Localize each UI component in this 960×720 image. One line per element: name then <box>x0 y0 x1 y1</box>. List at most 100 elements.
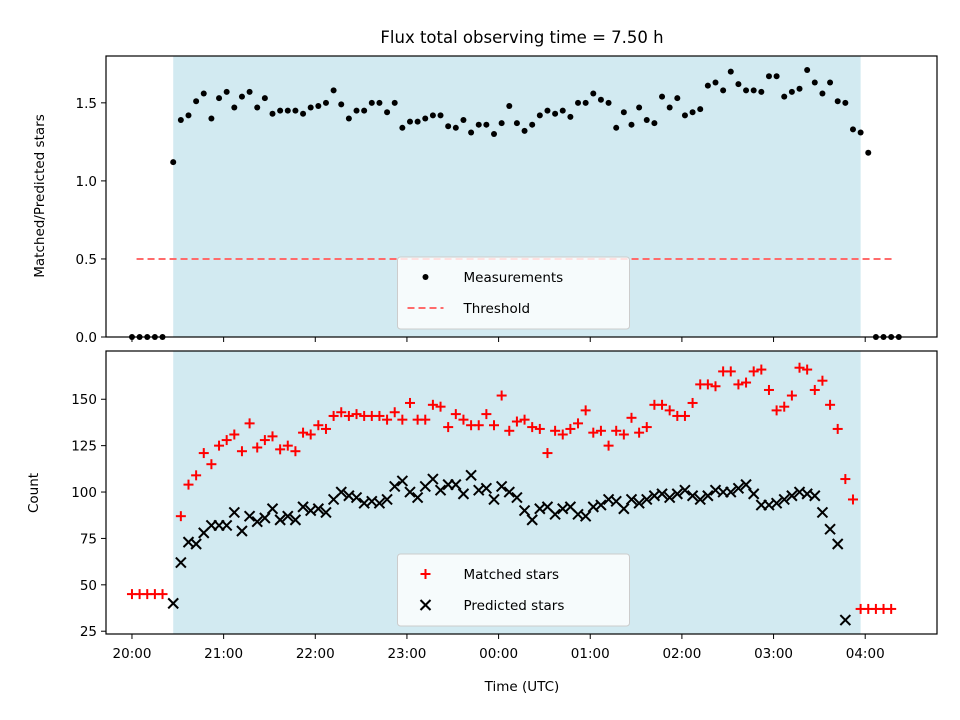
predicted-star-point <box>511 491 523 504</box>
measurement-point <box>567 113 574 120</box>
matched-star-point <box>290 446 301 457</box>
matched-star-point <box>420 414 431 425</box>
predicted-star-point <box>778 493 790 506</box>
predicted-star-point <box>495 480 508 493</box>
matched-star-point <box>573 418 584 429</box>
chart-title: Flux total observing time = 7.50 h <box>380 28 663 47</box>
predicted-star-point <box>686 490 699 502</box>
predicted-star-point <box>641 493 653 506</box>
measurement-point <box>406 118 413 125</box>
matched-star-point <box>748 366 759 377</box>
predicted-star-point <box>373 497 386 509</box>
measurement-point <box>689 109 696 116</box>
matched-star-point <box>282 440 293 451</box>
measurement-point <box>391 99 398 106</box>
y-tick-label: 25 <box>80 624 97 640</box>
measurement-point <box>743 87 750 94</box>
x-tick-label: 04:00 <box>846 646 885 662</box>
measurement-point <box>605 99 612 106</box>
predicted-star-point <box>389 480 401 493</box>
matched-star-point <box>298 427 309 438</box>
x-tick-label: 00:00 <box>479 646 518 662</box>
predicted-star-point <box>747 488 760 500</box>
matched-star-point <box>634 427 645 438</box>
predicted-star-point <box>251 516 263 528</box>
predicted-star-point <box>411 491 424 504</box>
measurement-point <box>460 117 467 124</box>
legend: Measurements Threshold <box>397 256 630 330</box>
matched-star-point <box>427 399 438 410</box>
matched-star-point <box>626 412 637 423</box>
matched-star-point <box>595 425 606 436</box>
predicted-star-point <box>190 538 202 550</box>
predicted-star-point <box>404 486 416 498</box>
matched-star-point <box>618 429 629 440</box>
matched-star-point <box>191 470 202 481</box>
measurement-point <box>330 87 337 94</box>
legend: Matched stars Predicted stars <box>397 553 630 627</box>
predicted-star-point <box>175 556 187 569</box>
matched-star-point <box>389 407 400 418</box>
x-tick-label: 02:00 <box>662 646 701 662</box>
measurement-point <box>452 124 459 131</box>
matched-star-point <box>175 511 186 522</box>
predicted-star-point <box>694 493 706 506</box>
measurement-point <box>498 120 505 127</box>
measurement-point <box>620 109 627 116</box>
measurement-point <box>414 118 421 125</box>
measurement-point <box>666 104 673 111</box>
matched-star-point <box>725 366 736 377</box>
measurement-point <box>292 107 299 114</box>
measurement-point <box>804 67 811 74</box>
measurement-point <box>788 88 795 95</box>
matched-star-point <box>259 435 270 446</box>
matched-star-point <box>236 446 247 457</box>
measurement-point <box>193 98 200 105</box>
measurement-point <box>796 85 803 92</box>
measurement-point <box>345 115 352 122</box>
matched-star-point <box>382 414 393 425</box>
matched-star-point <box>328 410 339 421</box>
measurement-point <box>842 99 849 106</box>
predicted-star-point <box>816 506 829 519</box>
measurement-point <box>231 104 238 111</box>
measurement-point <box>758 88 765 95</box>
top-y-axis-label: Matched/Predicted stars <box>32 114 48 277</box>
predicted-star-point <box>526 514 538 526</box>
matched-star-point <box>771 405 782 416</box>
x-tick-label: 23:00 <box>387 646 426 662</box>
matched-star-point <box>336 407 347 418</box>
predicted-star-point <box>465 469 477 482</box>
measurement-point <box>750 87 757 94</box>
matched-star-point <box>450 409 461 420</box>
measurement-point <box>544 107 551 114</box>
measurement-point <box>765 73 772 80</box>
measurement-point <box>781 93 788 100</box>
predicted-star-point <box>656 488 668 500</box>
matched-star-point <box>580 405 591 416</box>
matched-star-point <box>252 442 263 453</box>
predicted-star-point <box>770 497 783 509</box>
matched-star-point <box>611 425 622 436</box>
measurement-point <box>712 79 719 86</box>
matched-star-point <box>786 390 797 401</box>
measurement-point <box>246 88 253 95</box>
matched-star-point <box>458 414 469 425</box>
y-tick-label: 1.0 <box>76 174 97 190</box>
matched-star-point <box>657 399 668 410</box>
matched-star-point <box>679 410 690 421</box>
matched-star-point <box>542 448 553 459</box>
matched-star-point <box>404 397 415 408</box>
matched-star-point <box>519 414 530 425</box>
matched-star-point <box>320 423 331 434</box>
matched-star-point <box>397 414 408 425</box>
matched-star-point <box>527 422 538 433</box>
x-tick-label: 01:00 <box>571 646 610 662</box>
measurement-point <box>422 115 429 122</box>
predicted-star-point <box>266 503 279 515</box>
measurement-point <box>185 112 192 119</box>
measurement-point <box>575 99 582 106</box>
legend-label: Measurements <box>464 270 564 286</box>
predicted-star-point <box>663 491 676 504</box>
matched-star-point <box>157 589 168 600</box>
